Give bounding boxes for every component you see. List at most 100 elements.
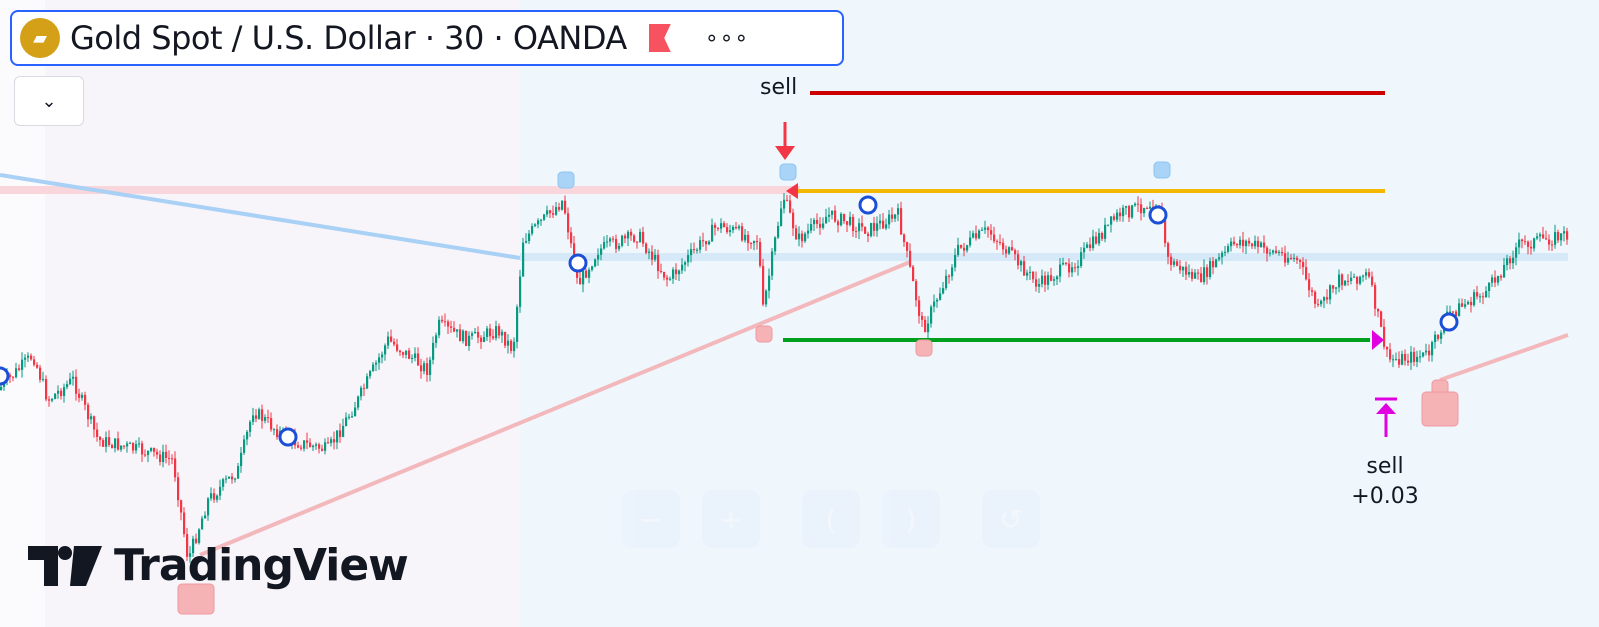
candle-body	[120, 445, 123, 450]
candle-body	[1182, 266, 1185, 271]
candle-body	[1041, 275, 1044, 285]
candle-body	[675, 269, 678, 275]
candle-body	[654, 254, 657, 260]
candle-body	[108, 437, 111, 445]
reset-button[interactable]: ↺	[982, 490, 1040, 548]
candle-body	[975, 233, 978, 239]
candle-body	[993, 234, 996, 242]
candle-body	[1419, 356, 1422, 358]
candle-body	[1053, 279, 1056, 281]
candle-body	[324, 442, 327, 451]
symbol-title[interactable]: Gold Spot / U.S. Dollar · 30 · OANDA	[70, 19, 627, 57]
candle-body	[1248, 240, 1251, 244]
candle-body	[1545, 238, 1548, 240]
candle-body	[519, 276, 522, 307]
candle-body	[1461, 303, 1464, 307]
candle-body	[951, 267, 954, 277]
candle-body	[1173, 261, 1176, 265]
candle-body	[1203, 267, 1206, 283]
flag-icon[interactable]	[648, 24, 671, 52]
candle-body	[678, 270, 681, 275]
ellipsis-icon[interactable]: ∘∘∘	[704, 25, 750, 51]
candle-body	[714, 224, 717, 228]
candle-body	[1374, 285, 1377, 309]
candle-body	[552, 213, 555, 215]
candle-body	[1410, 351, 1413, 363]
candle-body	[1212, 261, 1215, 268]
candle-body	[465, 330, 468, 346]
candle-body	[753, 240, 756, 244]
candle-body	[1296, 257, 1299, 261]
pivot-low-label	[1421, 391, 1459, 427]
candle-body	[765, 290, 768, 305]
candle-body	[1164, 220, 1167, 244]
candle-body	[156, 451, 159, 455]
candle-body	[393, 341, 396, 345]
candle-body	[1170, 256, 1173, 265]
candle-body	[588, 269, 591, 278]
candle-body	[1482, 296, 1485, 298]
candle-body	[1326, 297, 1329, 300]
symbol-legend[interactable]: ▰ Gold Spot / U.S. Dollar · 30 · OANDA ∘…	[10, 10, 844, 66]
scroll-right-button[interactable]: )	[882, 490, 940, 548]
candle-body	[357, 396, 360, 408]
candle-body	[798, 233, 801, 240]
candle-body	[348, 416, 351, 418]
candle-body	[1380, 311, 1383, 327]
candle-body	[1392, 359, 1395, 361]
candle-body	[399, 350, 402, 353]
candle-body	[1209, 261, 1212, 278]
candle-body	[477, 331, 480, 338]
candle-body	[888, 214, 891, 225]
candle-body	[687, 255, 690, 263]
candle-body	[906, 242, 909, 251]
signal-circle	[1148, 205, 1168, 225]
candle-body	[639, 231, 642, 242]
candle-body	[60, 390, 63, 396]
collapse-legend-button[interactable]: ⌄	[14, 76, 84, 126]
candle-body	[876, 223, 879, 231]
candle-body	[9, 375, 12, 377]
candle-body	[837, 221, 840, 226]
candle-body	[141, 443, 144, 455]
candle-body	[387, 336, 390, 346]
candle-body	[1020, 261, 1023, 266]
candle-body	[1488, 282, 1491, 292]
candle-body	[117, 438, 120, 450]
candle-body	[1206, 267, 1209, 278]
candle-body	[786, 199, 789, 201]
candle-body	[1554, 232, 1557, 245]
candle-body	[1425, 350, 1428, 353]
candle-body	[243, 439, 246, 453]
candle-body	[429, 359, 432, 375]
candle-body	[1074, 267, 1077, 269]
candle-body	[1398, 359, 1401, 365]
candle-body	[384, 345, 387, 355]
candle-body	[210, 493, 213, 499]
zoom-out-button[interactable]: −	[622, 490, 680, 548]
candle-body	[420, 365, 423, 372]
candle-body	[525, 241, 528, 243]
candle-body	[72, 376, 75, 379]
candle-body	[126, 443, 129, 447]
candle-body	[990, 230, 993, 235]
candle-body	[354, 407, 357, 417]
candle-body	[909, 250, 912, 267]
candle-body	[27, 355, 30, 358]
candle-body	[972, 233, 975, 238]
candle-body	[759, 242, 762, 266]
candle-body	[267, 417, 270, 419]
candle-body	[309, 442, 312, 448]
candle-body	[1116, 212, 1119, 220]
zoom-in-button[interactable]: +	[702, 490, 760, 548]
candle-body	[180, 500, 183, 513]
plus-icon: +	[719, 502, 743, 536]
candle-body	[927, 323, 930, 333]
candle-body	[582, 270, 585, 285]
candle-body	[1407, 360, 1410, 363]
candle-body	[1503, 264, 1506, 278]
candle-body	[1119, 212, 1122, 217]
candle-body	[1143, 207, 1146, 214]
scroll-left-button[interactable]: (	[802, 490, 860, 548]
